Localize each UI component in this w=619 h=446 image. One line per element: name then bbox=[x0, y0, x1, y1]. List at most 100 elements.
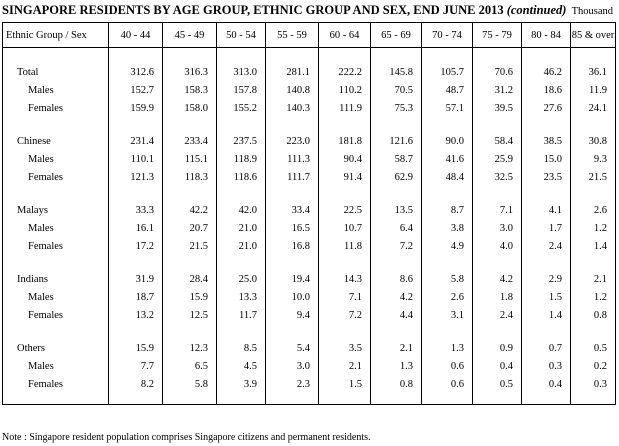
spacer-cell bbox=[472, 324, 522, 339]
spacer-cell bbox=[370, 117, 422, 132]
value-cell: 105.7 bbox=[421, 63, 473, 81]
value-cell: 3.0 bbox=[265, 357, 319, 375]
females-row: Females 13.2 12.5 11.7 9.4 7.2 4.4 3.1 2.4 1.4 0.8 bbox=[2, 306, 616, 324]
value-cell: 3.9 bbox=[216, 375, 266, 393]
value-cell: 6.5 bbox=[162, 357, 217, 375]
value-cell: 21.0 bbox=[216, 237, 266, 255]
spacer-cell bbox=[472, 186, 522, 201]
value-cell: 3.0 bbox=[472, 219, 522, 237]
value-cell: 9.4 bbox=[265, 306, 319, 324]
row-label: Females bbox=[2, 168, 109, 186]
spacer-cell bbox=[2, 117, 109, 132]
spacer-cell bbox=[318, 393, 371, 405]
value-cell: 39.5 bbox=[472, 99, 522, 117]
spacer-cell bbox=[318, 186, 371, 201]
header-age-group: 60 - 64 bbox=[318, 22, 371, 48]
value-cell: 0.9 bbox=[472, 339, 522, 357]
value-cell: 70.6 bbox=[472, 63, 522, 81]
value-cell: 281.1 bbox=[265, 63, 319, 81]
value-cell: 8.5 bbox=[216, 339, 266, 357]
value-cell: 7.2 bbox=[370, 237, 422, 255]
value-cell: 7.2 bbox=[318, 306, 371, 324]
value-cell: 1.4 bbox=[570, 237, 616, 255]
spacer-cell bbox=[108, 186, 163, 201]
value-cell: 10.0 bbox=[265, 288, 319, 306]
spacer-cell bbox=[318, 117, 371, 132]
header-age-group: 45 - 49 bbox=[162, 22, 217, 48]
spacer-cell bbox=[421, 47, 473, 63]
value-cell: 38.5 bbox=[521, 132, 571, 150]
value-cell: 0.8 bbox=[570, 306, 616, 324]
spacer-row bbox=[2, 47, 616, 63]
value-cell: 32.5 bbox=[472, 168, 522, 186]
value-cell: 2.1 bbox=[318, 357, 371, 375]
value-cell: 313.0 bbox=[216, 63, 266, 81]
spacer-cell bbox=[108, 47, 163, 63]
value-cell: 1.2 bbox=[570, 288, 616, 306]
header-age-group: 55 - 59 bbox=[265, 22, 319, 48]
value-cell: 316.3 bbox=[162, 63, 217, 81]
spacer-cell bbox=[472, 47, 522, 63]
value-cell: 2.6 bbox=[570, 201, 616, 219]
spacer-cell bbox=[370, 186, 422, 201]
spacer-cell bbox=[108, 324, 163, 339]
spacer-cell bbox=[521, 393, 571, 405]
value-cell: 5.8 bbox=[162, 375, 217, 393]
value-cell: 16.1 bbox=[108, 219, 163, 237]
value-cell: 1.2 bbox=[570, 219, 616, 237]
spacer-row bbox=[2, 117, 616, 132]
spacer-cell bbox=[108, 393, 163, 405]
value-cell: 222.2 bbox=[318, 63, 371, 81]
spacer-cell bbox=[216, 324, 266, 339]
value-cell: 0.3 bbox=[570, 375, 616, 393]
spacer-cell bbox=[2, 324, 109, 339]
value-cell: 48.7 bbox=[421, 81, 473, 99]
spacer-cell bbox=[265, 255, 319, 270]
spacer-cell bbox=[216, 47, 266, 63]
spacer-cell bbox=[318, 324, 371, 339]
value-cell: 42.0 bbox=[216, 201, 266, 219]
spacer-cell bbox=[2, 255, 109, 270]
value-cell: 6.4 bbox=[370, 219, 422, 237]
value-cell: 14.3 bbox=[318, 270, 371, 288]
spacer-cell bbox=[570, 324, 616, 339]
spacer-cell bbox=[2, 47, 109, 63]
value-cell: 1.7 bbox=[521, 219, 571, 237]
females-row: Females 8.2 5.8 3.9 2.3 1.5 0.8 0.6 0.5 0.4 0.3 bbox=[2, 375, 616, 393]
females-row: Females 17.2 21.5 21.0 16.8 11.8 7.2 4.9 4.0 2.4 1… bbox=[2, 237, 616, 255]
value-cell: 0.5 bbox=[472, 375, 522, 393]
value-cell: 12.3 bbox=[162, 339, 217, 357]
spacer-cell bbox=[521, 255, 571, 270]
value-cell: 19.4 bbox=[265, 270, 319, 288]
value-cell: 312.6 bbox=[108, 63, 163, 81]
spacer-cell bbox=[370, 47, 422, 63]
value-cell: 62.9 bbox=[370, 168, 422, 186]
value-cell: 18.6 bbox=[521, 81, 571, 99]
row-label: Males bbox=[2, 357, 109, 375]
spacer-cell bbox=[162, 393, 217, 405]
value-cell: 22.5 bbox=[318, 201, 371, 219]
spacer-cell bbox=[162, 186, 217, 201]
value-cell: 90.0 bbox=[421, 132, 473, 150]
spacer-cell bbox=[570, 255, 616, 270]
value-cell: 0.2 bbox=[570, 357, 616, 375]
table-body: Total 312.6 316.3 313.0 281.1 222.2 145.8 105.7… bbox=[2, 47, 616, 405]
value-cell: 2.4 bbox=[521, 237, 571, 255]
spacer-cell bbox=[570, 186, 616, 201]
row-label: Females bbox=[2, 375, 109, 393]
value-cell: 8.6 bbox=[370, 270, 422, 288]
value-cell: 42.2 bbox=[162, 201, 217, 219]
value-cell: 0.6 bbox=[421, 357, 473, 375]
unit-label: Thousand bbox=[571, 6, 613, 17]
value-cell: 58.7 bbox=[370, 150, 422, 168]
value-cell: 11.9 bbox=[570, 81, 616, 99]
value-cell: 1.3 bbox=[421, 339, 473, 357]
spacer-cell bbox=[265, 186, 319, 201]
males-row: Males 16.1 20.7 21.0 16.5 10.7 6.4 3.8 3.0 1.7 1.2 bbox=[2, 219, 616, 237]
value-cell: 140.3 bbox=[265, 99, 319, 117]
value-cell: 0.4 bbox=[521, 375, 571, 393]
row-label: Total bbox=[2, 63, 109, 81]
males-row: Males 152.7 158.3 157.8 140.8 110.2 70.5 48.7 31… bbox=[2, 81, 616, 99]
spacer-cell bbox=[318, 255, 371, 270]
value-cell: 30.8 bbox=[570, 132, 616, 150]
